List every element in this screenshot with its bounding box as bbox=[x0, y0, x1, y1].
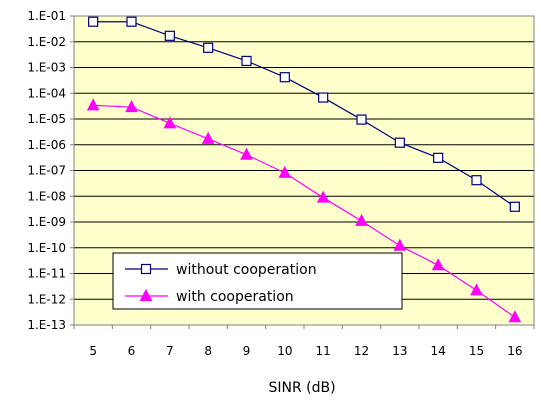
x-tick-label: 14 bbox=[431, 344, 446, 358]
data-point bbox=[241, 55, 252, 67]
plot-border bbox=[73, 15, 535, 326]
x-tick-label: 10 bbox=[277, 344, 292, 358]
series-line bbox=[93, 21, 516, 208]
y-tick-label: 1.E-08 bbox=[27, 189, 66, 203]
y-tick-label: 1.E-03 bbox=[27, 61, 66, 75]
data-point bbox=[471, 175, 482, 186]
x-tick-label: 7 bbox=[166, 344, 174, 358]
data-point bbox=[88, 16, 99, 27]
data-point bbox=[86, 98, 100, 111]
data-point bbox=[355, 213, 368, 226]
series-line bbox=[93, 104, 516, 318]
data-point bbox=[393, 238, 407, 251]
y-tick-label: 1.E-10 bbox=[27, 241, 66, 255]
legend-label: without cooperation bbox=[176, 262, 317, 278]
y-tick-label: 1.E-13 bbox=[27, 318, 66, 332]
series-2 bbox=[86, 98, 522, 323]
data-point bbox=[278, 165, 292, 178]
x-axis-title: SINR (dB) bbox=[268, 380, 335, 396]
x-tick-label: 15 bbox=[469, 344, 484, 358]
data-point bbox=[279, 72, 290, 83]
y-tick-label: 1.E-11 bbox=[27, 267, 66, 281]
x-axis-ticks: 5 6 7 8 9 10 11 12 13 14 15 16 bbox=[73, 325, 535, 358]
x-tick-label: 12 bbox=[354, 344, 369, 358]
x-tick-label: 5 bbox=[89, 344, 97, 358]
y-tick-label: 1.E-05 bbox=[27, 112, 66, 126]
data-point bbox=[240, 147, 253, 160]
legend-marker bbox=[140, 263, 152, 275]
data-point bbox=[431, 258, 445, 271]
y-axis-ticks: 1.E-01 1.E-02 1.E-03 1.E-04 1.E-05 1.E-06 1.E-… bbox=[27, 9, 74, 332]
x-tick-label: 8 bbox=[204, 344, 212, 358]
y-tick-label: 1.E-01 bbox=[27, 9, 66, 23]
x-tick-label: 6 bbox=[128, 344, 136, 358]
data-point bbox=[508, 310, 522, 323]
data-point bbox=[163, 116, 177, 129]
data-point bbox=[394, 137, 405, 148]
y-tick-label: 1.E-02 bbox=[27, 35, 66, 49]
data-point bbox=[125, 100, 138, 113]
data-point bbox=[316, 190, 330, 203]
data-point bbox=[356, 114, 367, 125]
y-tick-label: 1.E-09 bbox=[27, 215, 66, 229]
series-layer bbox=[86, 16, 522, 323]
y-tick-label: 1.E-12 bbox=[27, 292, 66, 306]
y-tick-label: 1.E-04 bbox=[27, 86, 66, 100]
y-tick-label: 1.E-07 bbox=[27, 164, 66, 178]
y-tick-label: 1.E-06 bbox=[27, 138, 66, 152]
legend: without cooperation with cooperation bbox=[112, 252, 403, 310]
x-tick-label: 9 bbox=[243, 344, 251, 358]
data-point bbox=[470, 283, 483, 296]
legend-marker bbox=[139, 288, 153, 301]
data-point bbox=[433, 152, 444, 163]
data-point bbox=[201, 131, 215, 144]
x-tick-label: 16 bbox=[507, 344, 522, 358]
data-point bbox=[126, 16, 137, 27]
legend-box bbox=[112, 252, 403, 310]
data-point bbox=[203, 42, 214, 53]
data-point bbox=[318, 92, 329, 103]
series-1 bbox=[88, 16, 520, 212]
data-point bbox=[509, 201, 520, 212]
x-tick-label: 13 bbox=[392, 344, 407, 358]
data-point bbox=[164, 30, 175, 41]
x-tick-label: 11 bbox=[316, 344, 331, 358]
legend-label: with cooperation bbox=[176, 289, 294, 305]
